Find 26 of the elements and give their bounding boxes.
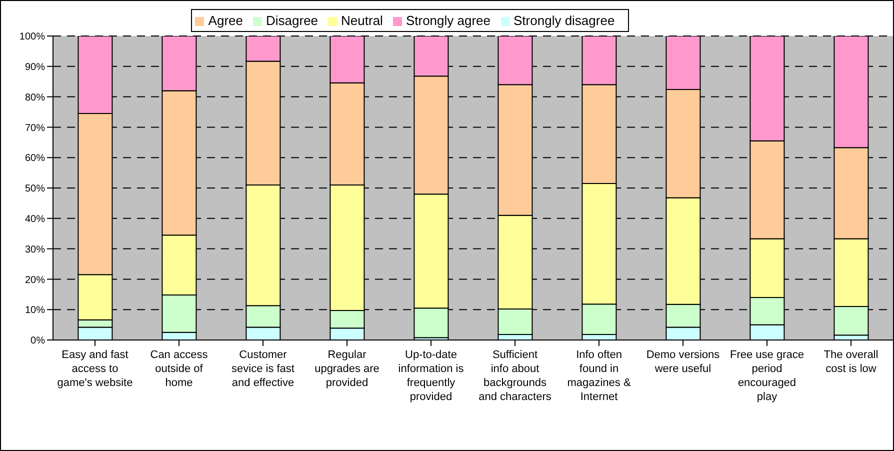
legend-label: Strongly disagree [514,13,615,28]
y-tick-label: 10% [24,305,46,316]
y-tick-label: 50% [24,184,46,195]
x-tick-label: Easy and fast access to game's website [57,349,133,389]
x-tick-label: Info often found in magazines & Internet [567,349,632,403]
legend-label: Strongly agree [406,13,491,28]
x-tick-label: Regular upgrades are provided [314,349,380,389]
y-tick-label: 0% [30,336,46,347]
y-tick-label: 90% [24,62,46,73]
x-tick-label: Can access outside of home [150,349,208,389]
legend-label: Neutral [341,13,383,28]
x-tick-label: Up-to-date information is frequently provided [398,349,464,403]
x-tick-label: The overall cost is low [824,349,878,375]
legend-label: Agree [208,13,243,28]
y-tick-label: 30% [24,244,46,256]
x-tick-label: Sufficient info about backgrounds and characters [478,349,552,403]
x-tick-label: Demo versions were useful [646,349,720,375]
y-tick-label: 100% [19,32,46,43]
legend-label: Disagree [266,13,318,28]
y-tick-label: 70% [24,122,46,134]
y-tick-label: 80% [24,92,46,104]
y-tick-label: 20% [24,274,46,286]
x-tick-label: Customer sevice is fast and effective [232,349,294,389]
y-tick-label: 40% [24,214,46,225]
y-tick-label: 60% [24,153,46,164]
x-tick-label: Free use grace period encouraged play [730,349,804,403]
